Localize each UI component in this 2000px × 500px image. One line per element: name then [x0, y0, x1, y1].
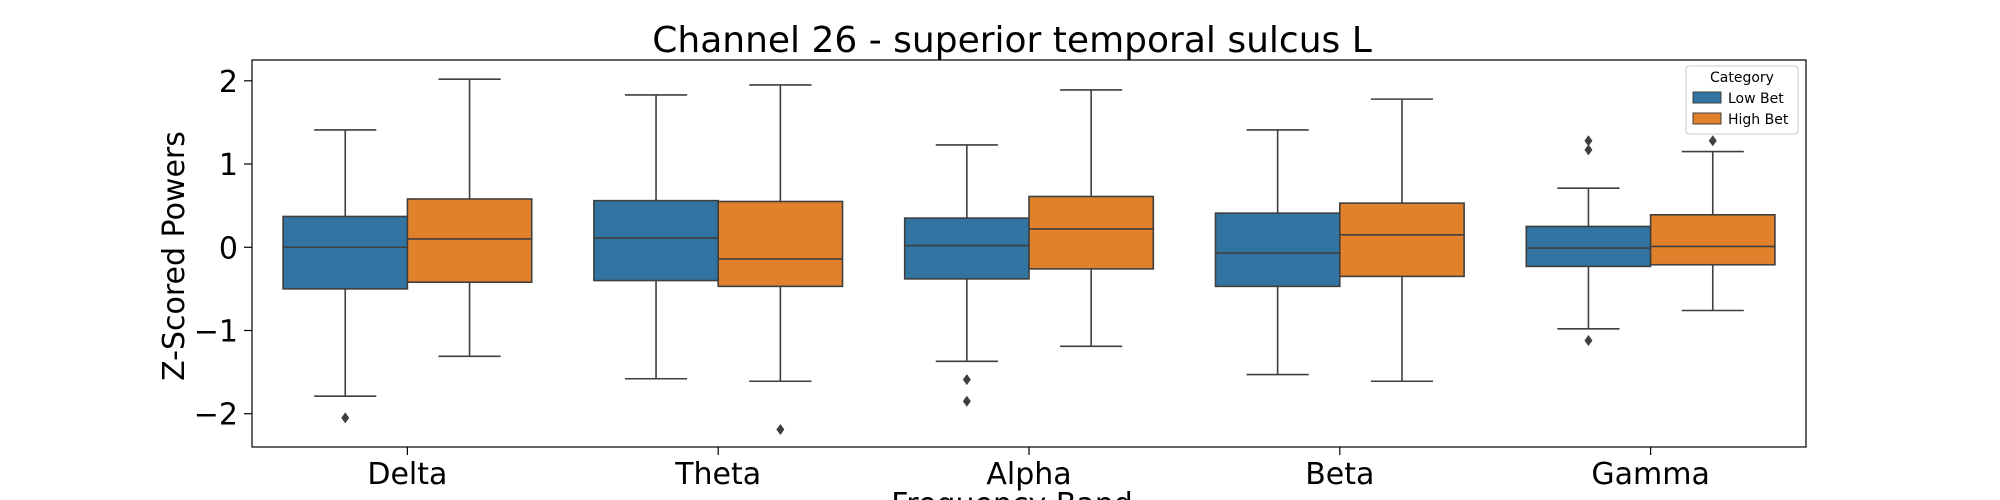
box-delta-high-bet — [406, 78, 533, 358]
box-gamma-low-bet — [1525, 135, 1652, 346]
y-axis-label: Z-Scored Powers — [157, 131, 192, 381]
legend: Category Low Bet High Bet — [1685, 65, 1799, 135]
x-tick-label: Theta — [674, 457, 761, 492]
outlier-point — [962, 374, 971, 386]
x-tick-label: Gamma — [1591, 457, 1709, 492]
iqr-box — [1028, 195, 1155, 270]
box-alpha-low-bet — [903, 144, 1030, 407]
iqr-box — [903, 217, 1030, 280]
legend-label: High Bet — [1728, 112, 1789, 128]
box-gamma-high-bet — [1649, 135, 1776, 312]
legend-swatch — [1692, 91, 1722, 104]
iqr-box — [1214, 212, 1341, 288]
outlier-point — [1584, 135, 1593, 147]
x-tick-label: Delta — [367, 457, 447, 492]
outlier-point — [1584, 144, 1593, 156]
iqr-box — [1649, 214, 1776, 266]
outlier-point — [1584, 334, 1593, 346]
iqr-box — [282, 215, 409, 290]
x-tick-label: Beta — [1305, 457, 1374, 492]
x-tick-label: Alpha — [986, 457, 1071, 492]
outlier-point — [776, 424, 785, 436]
y-tick-label: 1 — [219, 148, 238, 183]
box-alpha-high-bet — [1028, 89, 1155, 348]
iqr-box — [406, 198, 533, 284]
legend-label: Low Bet — [1728, 91, 1784, 107]
iqr-box — [1525, 225, 1652, 268]
iqr-box — [1339, 202, 1465, 278]
y-tick-label: −2 — [194, 398, 238, 433]
legend-swatch — [1692, 112, 1722, 125]
box-theta-low-bet — [593, 94, 720, 380]
legend-title: Category — [1710, 70, 1774, 86]
outlier-point — [1708, 135, 1717, 147]
y-tick-label: 0 — [219, 231, 238, 266]
x-axis-label: Frequency Band — [891, 487, 1133, 500]
outlier-point — [341, 412, 350, 424]
iqr-box — [593, 199, 720, 282]
iqr-box — [717, 200, 844, 288]
y-tick-label: −1 — [194, 314, 238, 349]
plot-area: 2 1 0 −1 −2 Delta Theta Alpha Beta Gamma — [194, 59, 1807, 492]
box-beta-high-bet — [1339, 98, 1465, 383]
box-theta-high-bet — [717, 84, 844, 436]
outlier-point — [962, 395, 971, 407]
chart-title: Channel 26 - superior temporal sulcus L — [652, 20, 1372, 61]
box-beta-low-bet — [1214, 129, 1341, 376]
box-delta-low-bet — [282, 129, 409, 424]
y-tick-label: 2 — [219, 65, 238, 100]
